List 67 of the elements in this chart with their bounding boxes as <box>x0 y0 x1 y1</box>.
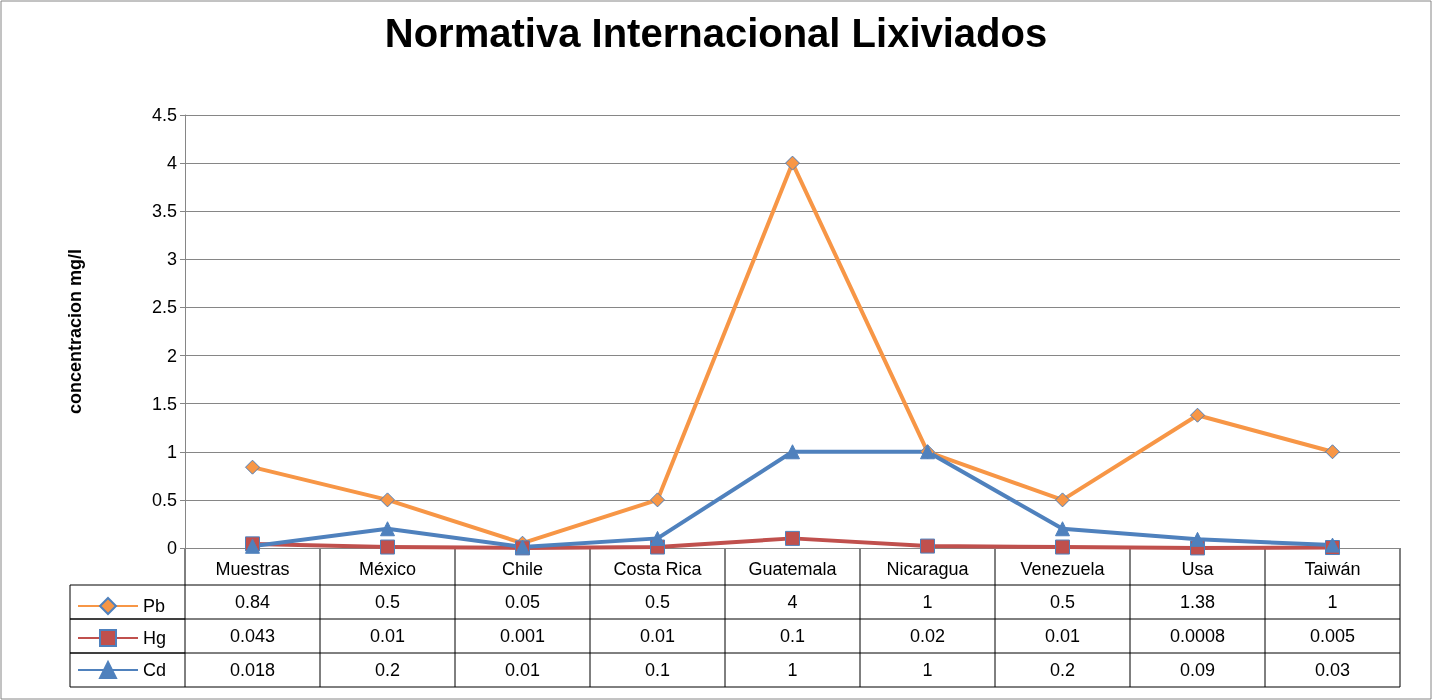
y-tick-label: 2.5 <box>151 297 177 318</box>
data-label: 0.01 <box>369 626 406 646</box>
point <box>380 521 395 537</box>
point <box>1055 492 1070 508</box>
point <box>650 530 665 546</box>
data-label: 1 <box>922 592 933 612</box>
data-label: 0.05 <box>504 592 541 612</box>
y-tick-label: 3 <box>166 249 177 270</box>
point <box>1190 407 1205 423</box>
point <box>245 459 260 475</box>
y-tick-label: 0.5 <box>151 489 177 510</box>
chart-title: Normativa Internacional Lixiviados <box>384 11 1048 55</box>
data-label: 0.043 <box>229 626 276 646</box>
y-tick-label: 1 <box>166 441 177 462</box>
legend-label: Hg <box>143 628 167 648</box>
x-tick-label: Chile <box>501 559 544 579</box>
x-tick-label: Taiwán <box>1304 559 1361 579</box>
data-label: 1.38 <box>1179 592 1216 612</box>
point <box>650 492 665 508</box>
point <box>785 530 800 546</box>
x-tick-label: Usa <box>1181 559 1215 579</box>
data-label: 0.01 <box>504 660 541 680</box>
point <box>920 538 935 554</box>
point <box>1325 444 1340 460</box>
y-axis-title: concentracion mg/l <box>65 248 85 415</box>
x-tick-label: Muestras <box>215 559 290 579</box>
data-label: 0.1 <box>644 660 671 680</box>
data-label: 1 <box>787 660 798 680</box>
data-label: 0.02 <box>909 626 946 646</box>
data-label: 0.01 <box>1044 626 1081 646</box>
data-label: 0.5 <box>644 592 671 612</box>
point <box>380 539 395 555</box>
point <box>1055 539 1070 555</box>
data-label: 0.5 <box>1049 592 1076 612</box>
data-label: 0.001 <box>499 626 546 646</box>
x-tick-label: México <box>358 559 417 579</box>
data-label: 0.005 <box>1309 626 1356 646</box>
y-tick-label: 1.5 <box>151 393 177 414</box>
data-label: 1 <box>922 660 933 680</box>
y-tick-label: 4 <box>166 153 177 174</box>
data-label: 0.2 <box>374 660 401 680</box>
data-label: 0.5 <box>374 592 401 612</box>
point <box>1190 531 1205 547</box>
data-label: 0.0008 <box>1169 626 1226 646</box>
point <box>1055 521 1070 537</box>
x-tick-label: Nicaragua <box>886 559 970 579</box>
data-label: 0.01 <box>639 626 676 646</box>
x-tick-label: Costa Rica <box>613 559 703 579</box>
data-label: 0.018 <box>229 660 276 680</box>
data-label: 0.84 <box>234 592 271 612</box>
legend-label: Pb <box>143 596 166 616</box>
data-label: 0.09 <box>1179 660 1216 680</box>
data-label: 0.1 <box>779 626 806 646</box>
legend-label: Cd <box>143 660 167 680</box>
x-tick-label: Venezuela <box>1020 559 1106 579</box>
point <box>380 492 395 508</box>
point <box>785 155 800 171</box>
point <box>785 444 800 460</box>
y-tick-label: 2 <box>166 345 177 366</box>
y-tick-label: 3.5 <box>151 201 177 222</box>
data-label: 4 <box>787 592 798 612</box>
data-label: 0.2 <box>1049 660 1076 680</box>
y-tick-label: 4.5 <box>151 105 177 125</box>
y-tick-label: 0 <box>166 538 177 558</box>
x-tick-label: Guatemala <box>748 559 838 579</box>
data-label: 1 <box>1327 592 1338 612</box>
data-label: 0.03 <box>1314 660 1351 680</box>
